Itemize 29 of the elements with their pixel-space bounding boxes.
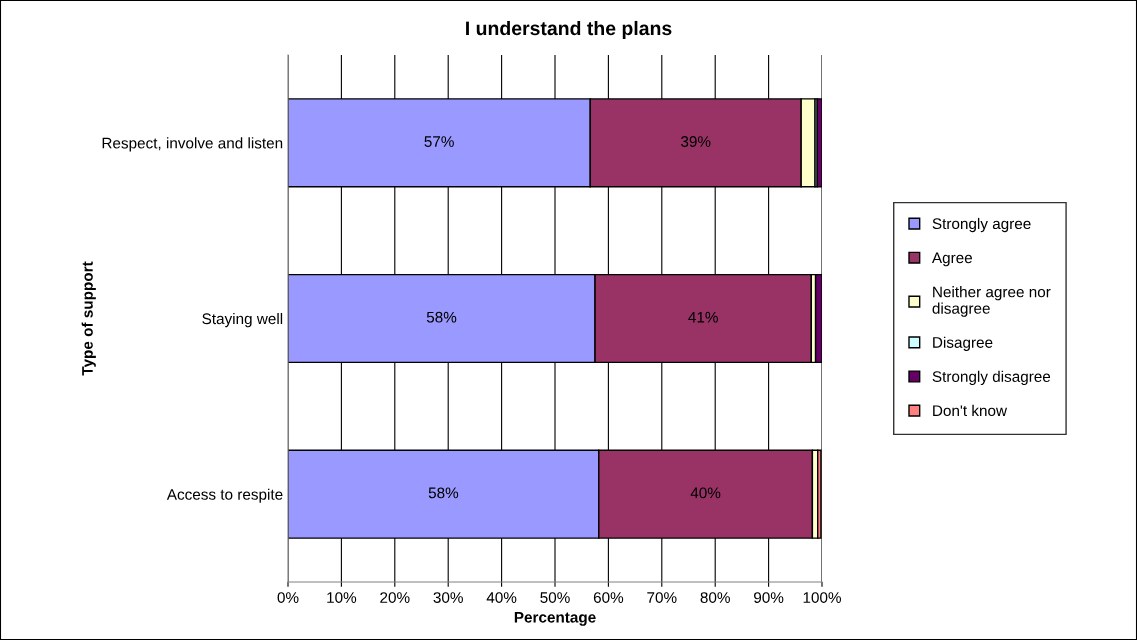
x-tick-label: 60% [593, 592, 624, 603]
legend-label: Don't know [933, 404, 1008, 417]
x-tick-label: 50% [540, 592, 570, 603]
x-tick-label: 30% [433, 592, 463, 603]
x-tick-label: 10% [327, 592, 357, 603]
legend-label: Neither agree nor disagree [932, 286, 1051, 317]
legend-label: Strongly agree [932, 217, 1031, 233]
data-label: 39% [681, 136, 711, 147]
legend-label: Disagree [933, 336, 993, 351]
x-tick-label: 0% [277, 592, 299, 603]
legend-label: Strongly disagree [932, 370, 1051, 385]
data-label: 57% [424, 136, 454, 147]
x-axis-title: Percentage [514, 612, 596, 626]
x-tick-label: 70% [647, 592, 677, 603]
legend-label: Agree [931, 252, 972, 267]
x-tick-label: 20% [380, 592, 410, 603]
data-label: 58% [428, 487, 459, 499]
x-tick-label: 80% [700, 592, 730, 603]
y-tick-label: Staying well [202, 312, 283, 328]
chart-title: I understand the plans [466, 20, 672, 40]
x-tick-label: 100% [803, 592, 841, 603]
data-label: 40% [690, 487, 721, 499]
x-tick-label: 40% [486, 592, 517, 603]
y-axis-title: Type of support [81, 261, 96, 376]
data-label: 58% [426, 311, 457, 323]
y-tick-label: Respect, involve and listen [102, 137, 283, 152]
data-label: 41% [688, 311, 718, 323]
y-tick-label: Access to respite [166, 488, 283, 503]
x-tick-label: 90% [754, 592, 784, 603]
